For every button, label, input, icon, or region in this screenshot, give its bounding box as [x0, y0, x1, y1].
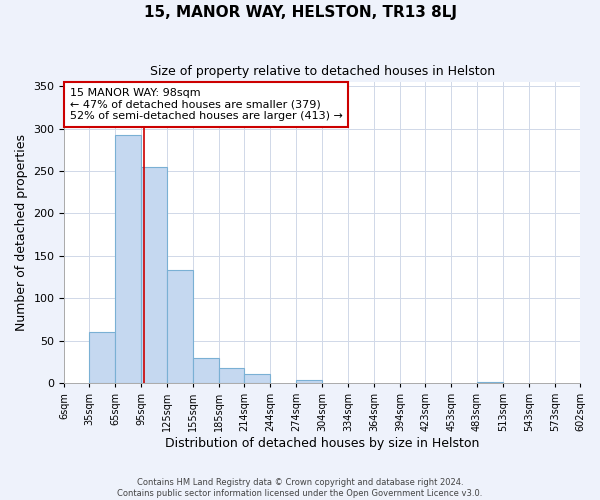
Bar	[89, 332, 115, 383]
Text: 15 MANOR WAY: 98sqm
← 47% of detached houses are smaller (379)
52% of semi-detac: 15 MANOR WAY: 98sqm ← 47% of detached ho…	[70, 88, 343, 121]
Y-axis label: Number of detached properties: Number of detached properties	[15, 134, 28, 331]
Bar	[193, 358, 219, 383]
Bar	[296, 380, 322, 383]
Bar	[142, 167, 167, 383]
Title: Size of property relative to detached houses in Helston: Size of property relative to detached ho…	[149, 65, 495, 78]
Bar	[219, 368, 244, 383]
Text: Contains HM Land Registry data © Crown copyright and database right 2024.
Contai: Contains HM Land Registry data © Crown c…	[118, 478, 482, 498]
Bar	[477, 382, 503, 383]
Bar	[167, 270, 193, 383]
X-axis label: Distribution of detached houses by size in Helston: Distribution of detached houses by size …	[165, 437, 479, 450]
Bar	[115, 134, 142, 383]
Bar	[244, 374, 270, 383]
Text: 15, MANOR WAY, HELSTON, TR13 8LJ: 15, MANOR WAY, HELSTON, TR13 8LJ	[143, 5, 457, 20]
